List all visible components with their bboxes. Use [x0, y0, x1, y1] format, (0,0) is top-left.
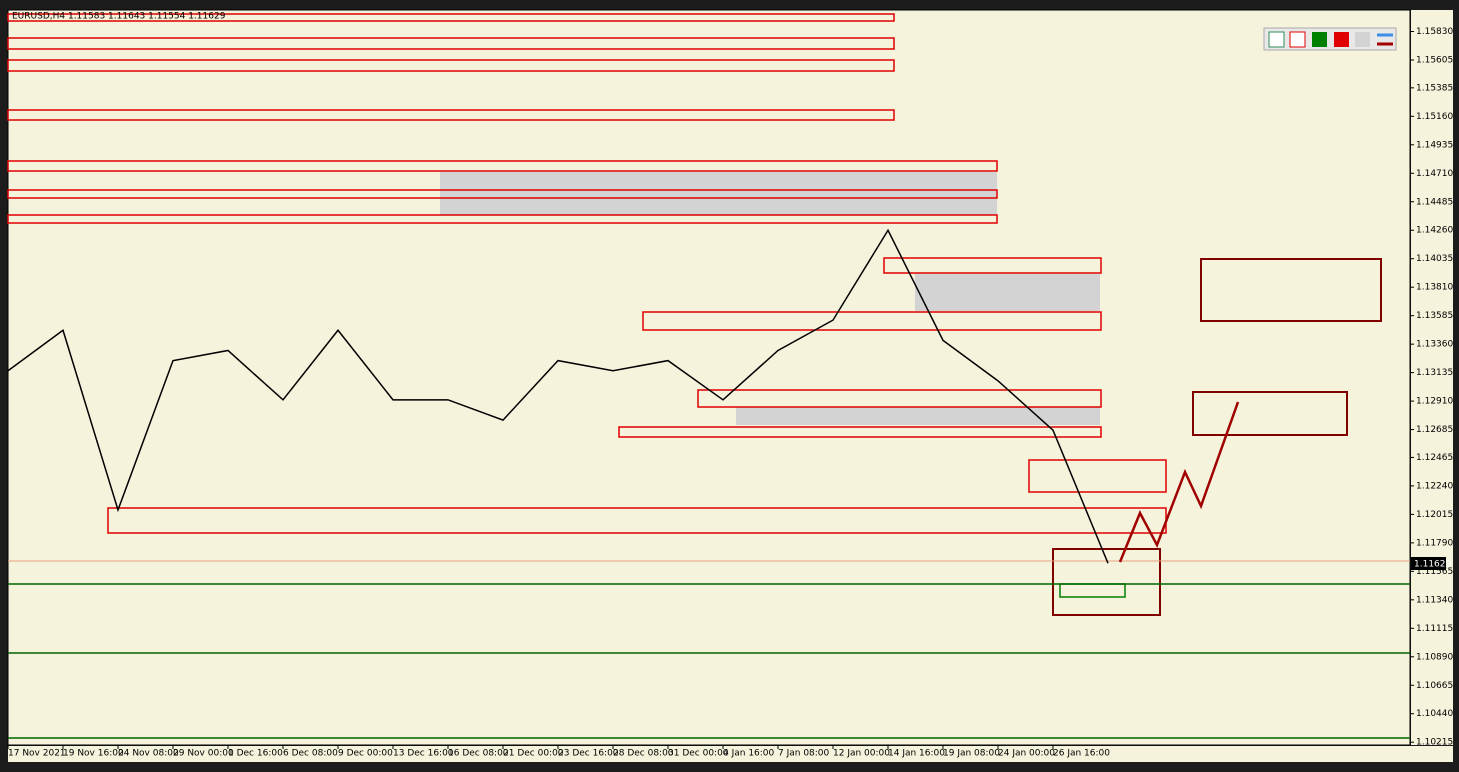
x-tick-label: 13 Dec 16:00 — [393, 749, 454, 759]
x-tick-label: 16 Dec 08:00 — [448, 749, 509, 759]
y-tick-label: 1.15385 — [1416, 83, 1453, 93]
y-tick-label: 1.11115 — [1416, 624, 1453, 634]
time-axis — [8, 746, 1453, 762]
x-tick-label: 6 Dec 08:00 — [283, 749, 338, 759]
y-tick-label: 1.10890 — [1416, 652, 1453, 662]
x-tick-label: 7 Jan 08:00 — [778, 749, 830, 759]
y-tick-label: 1.12465 — [1416, 453, 1453, 463]
price-tag — [1411, 557, 1446, 570]
y-tick-label: 1.14935 — [1416, 140, 1453, 150]
y-tick-label: 1.10215 — [1416, 738, 1453, 748]
x-tick-label: 17 Nov 2021 — [8, 749, 66, 759]
price-axis — [1411, 10, 1453, 745]
y-tick-label: 1.13810 — [1416, 283, 1453, 293]
y-tick-label: 1.12685 — [1416, 425, 1453, 435]
x-tick-label: 24 Jan 00:00 — [998, 749, 1055, 759]
y-tick-label: 1.13585 — [1416, 311, 1453, 321]
y-tick-label: 1.12015 — [1416, 510, 1453, 520]
x-tick-label: 14 Jan 16:00 — [888, 749, 945, 759]
y-tick-label: 1.15160 — [1416, 112, 1453, 122]
y-tick-label: 1.13135 — [1416, 368, 1453, 378]
y-tick-label: 1.13360 — [1416, 340, 1453, 350]
y-tick-label: 1.14035 — [1416, 254, 1453, 264]
y-tick-label: 1.14260 — [1416, 226, 1453, 236]
x-tick-label: 26 Jan 16:00 — [1053, 749, 1110, 759]
y-tick-label: 1.12240 — [1416, 481, 1453, 491]
x-tick-label: 29 Nov 00:00 — [173, 749, 234, 759]
x-tick-label: 19 Jan 08:00 — [943, 749, 1000, 759]
x-tick-label: 19 Nov 16:00 — [63, 749, 124, 759]
y-tick-label: 1.10440 — [1416, 709, 1453, 719]
y-tick-label: 1.12910 — [1416, 397, 1453, 407]
zones — [7, 13, 1410, 739]
x-tick-label: 1 Dec 16:00 — [228, 749, 283, 759]
plot-area — [7, 9, 1411, 746]
x-tick-label: 23 Dec 16:00 — [558, 749, 619, 759]
current-price: 1.11629 — [1414, 560, 1451, 570]
toolbar-icons — [1263, 27, 1397, 51]
y-tick-label: 1.14485 — [1416, 197, 1453, 207]
y-tick-label: 1.11340 — [1416, 595, 1453, 605]
y-tick-label: 1.11565 — [1416, 567, 1453, 577]
y-tick-label: 1.11790 — [1416, 538, 1453, 548]
y-tick-label: 1.15605 — [1416, 55, 1453, 65]
x-tick-label: 21 Dec 00:00 — [503, 749, 564, 759]
x-tick-label: 28 Dec 08:00 — [613, 749, 674, 759]
y-tick-label: 1.15830 — [1416, 27, 1453, 37]
x-tick-label: 9 Dec 00:00 — [338, 749, 393, 759]
x-tick-label: 4 Jan 16:00 — [723, 749, 775, 759]
chart-title: EURUSD,H4 1.11583 1.11643 1.11554 1.1162… — [12, 12, 226, 22]
x-tick-label: 31 Dec 00:00 — [668, 749, 729, 759]
y-tick-label: 1.10665 — [1416, 681, 1453, 691]
price-line — [7, 228, 1109, 564]
x-tick-label: 12 Jan 00:00 — [833, 749, 890, 759]
y-tick-label: 1.14710 — [1416, 169, 1453, 179]
x-tick-label: 24 Nov 08:00 — [118, 749, 179, 759]
